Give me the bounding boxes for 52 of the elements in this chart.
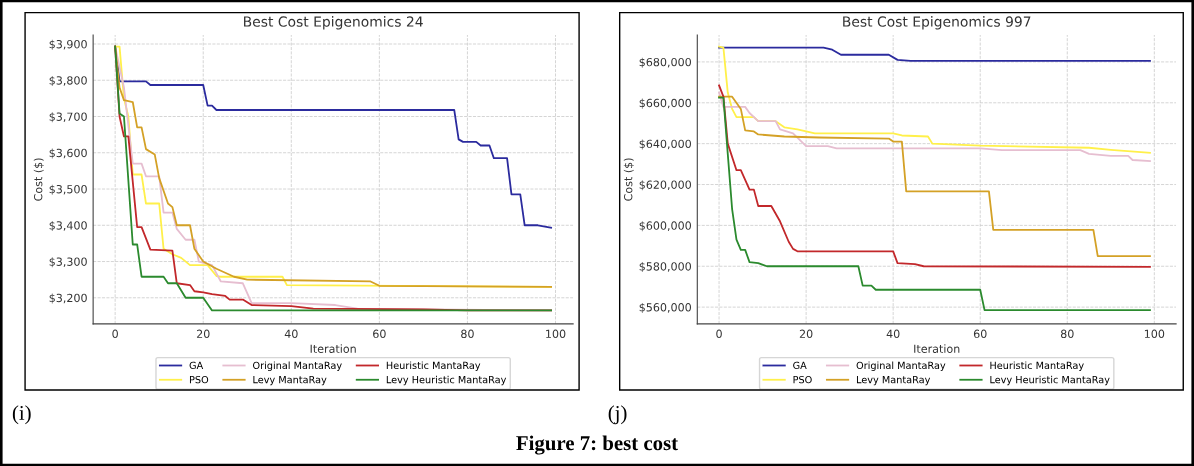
x-axis-title: Iteration: [310, 344, 356, 353]
line-series: [718, 45, 1151, 154]
x-tick-label: 40: [886, 329, 900, 339]
legend-label: Levy Heuristic MantaRay: [990, 375, 1110, 386]
legend-label: Levy MantaRay: [856, 376, 931, 386]
legend-label: GA: [793, 361, 807, 370]
y-tick-label: $660,000: [639, 98, 691, 109]
line-series: [718, 91, 1151, 162]
x-tick-label: 40: [284, 329, 298, 339]
x-tick-label: 60: [973, 329, 987, 339]
y-tick-label: $560,000: [639, 302, 691, 313]
x-axis-title: Iteration: [914, 344, 960, 353]
line-series: [718, 46, 1151, 62]
y-axis-title: Cost ($): [33, 158, 44, 201]
legend-label: PSO: [189, 375, 209, 384]
legend-label: Original MantaRay: [253, 361, 342, 371]
line-series: [718, 96, 1151, 312]
y-tick-label: $3,700: [49, 112, 87, 123]
legend-label: Levy MantaRay: [253, 376, 327, 386]
x-tick-label: 100: [546, 329, 566, 339]
y-tick-label: $3,800: [49, 76, 87, 87]
legend-label: Heuristic MantaRay: [386, 361, 481, 371]
y-tick-label: $3,200: [49, 293, 87, 304]
text: (i): [12, 405, 31, 425]
chart-title: Best Cost Epigenomics 997: [843, 16, 1031, 30]
text: (j): [608, 405, 627, 425]
y-tick-label: $640,000: [639, 139, 691, 150]
y-axis-title: Cost ($): [623, 158, 634, 201]
legend-label: GA: [189, 361, 204, 370]
y-tick-label: $600,000: [639, 221, 691, 232]
y-tick-label: $580,000: [639, 262, 691, 273]
x-tick-label: 20: [196, 329, 210, 339]
y-tick-label: $3,900: [49, 39, 87, 50]
x-tick-label: 60: [373, 329, 386, 339]
caption: Figure 7: best cost: [516, 435, 679, 455]
x-tick-label: 100: [1144, 329, 1165, 339]
x-tick-label: 0: [716, 329, 722, 339]
y-tick-label: $3,400: [49, 221, 87, 232]
x-tick-label: 80: [1060, 329, 1074, 339]
y-tick-label: $3,500: [49, 184, 87, 195]
y-tick-label: $620,000: [639, 180, 691, 191]
chart-title: Best Cost Epigenomics 24: [244, 16, 423, 30]
y-tick-label: $3,300: [49, 257, 87, 268]
legend-label: Levy Heuristic MantaRay: [386, 375, 507, 386]
x-tick-label: 20: [799, 329, 813, 339]
y-tick-label: $680,000: [639, 57, 691, 68]
legend-label: Heuristic MantaRay: [990, 361, 1084, 371]
x-tick-label: 80: [461, 329, 474, 339]
y-tick-label: $3,600: [49, 148, 87, 159]
x-tick-label: 0: [112, 329, 118, 339]
legend-label: PSO: [793, 375, 812, 384]
legend-label: Original MantaRay: [856, 361, 946, 371]
